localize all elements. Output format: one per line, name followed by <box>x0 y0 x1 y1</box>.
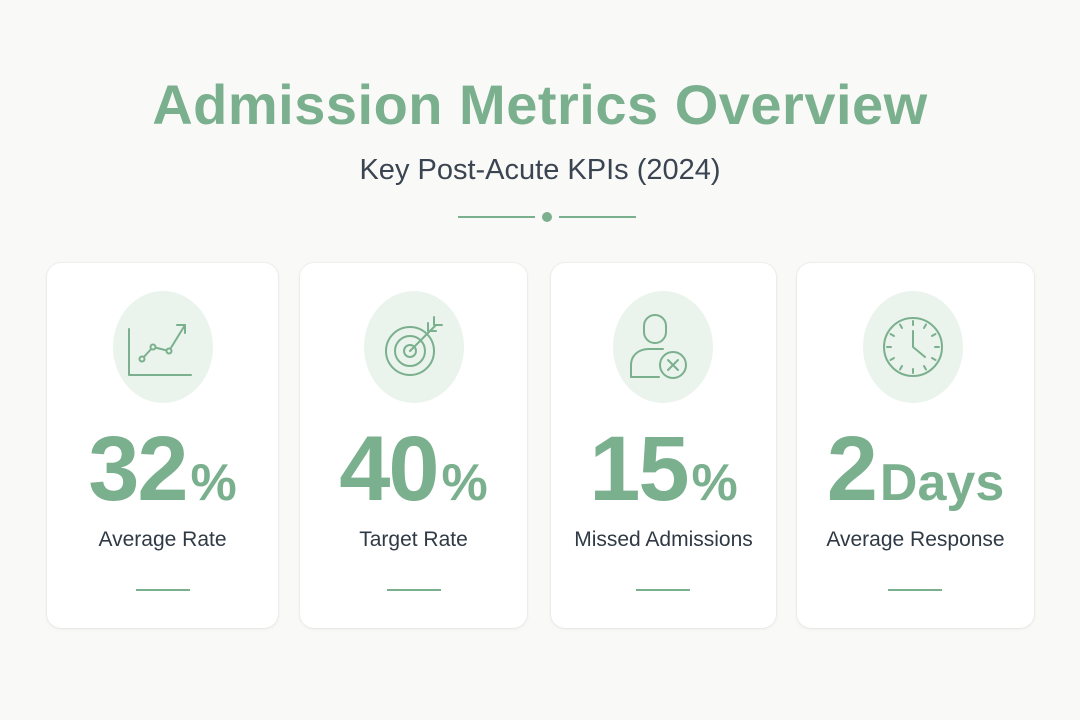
kpi-label: Missed Admissions <box>574 528 753 551</box>
kpi-label: Target Rate <box>359 528 468 551</box>
kpi-value: 40% <box>300 421 527 544</box>
kpi-value: 32% <box>47 421 278 544</box>
kpi-value: 2Days <box>797 421 1034 544</box>
line-chart-icon <box>128 324 192 376</box>
kpi-label: Average Response <box>826 528 1005 551</box>
card-underline <box>636 589 690 591</box>
kpi-number: 2 <box>826 418 878 520</box>
kpi-unit: % <box>441 454 488 512</box>
kpi-unit: % <box>691 454 738 512</box>
kpi-card-target-rate: 40% Target Rate <box>300 263 527 628</box>
card-underline <box>136 589 190 591</box>
card-underline <box>888 589 942 591</box>
kpi-card-missed-admissions: 15% Missed Admissions <box>551 263 776 628</box>
kpi-card-average-response: 2Days Average Response <box>797 263 1034 628</box>
icon-badge <box>863 291 963 403</box>
page-subtitle: Key Post-Acute KPIs (2024) <box>359 154 721 186</box>
icon-badge <box>364 291 464 403</box>
kpi-unit: % <box>190 454 237 512</box>
divider-dot <box>542 212 552 222</box>
kpi-label: Average Rate <box>98 528 227 551</box>
title-divider <box>458 210 636 224</box>
clock-icon <box>883 317 943 377</box>
kpi-value: 15% <box>551 421 776 544</box>
user-x-icon <box>630 314 687 379</box>
kpi-number: 40 <box>339 418 439 520</box>
icon-badge <box>113 291 213 403</box>
divider-line-left <box>458 216 535 218</box>
page-title: Admission Metrics Overview <box>152 73 928 136</box>
card-underline <box>387 589 441 591</box>
kpi-number: 15 <box>589 418 689 520</box>
divider-line-right <box>559 216 636 218</box>
kpi-unit: Days <box>879 454 1005 512</box>
target-icon <box>385 316 443 376</box>
kpi-card-average-rate: 32% Average Rate <box>47 263 278 628</box>
icon-badge <box>613 291 713 403</box>
kpi-number: 32 <box>88 418 188 520</box>
